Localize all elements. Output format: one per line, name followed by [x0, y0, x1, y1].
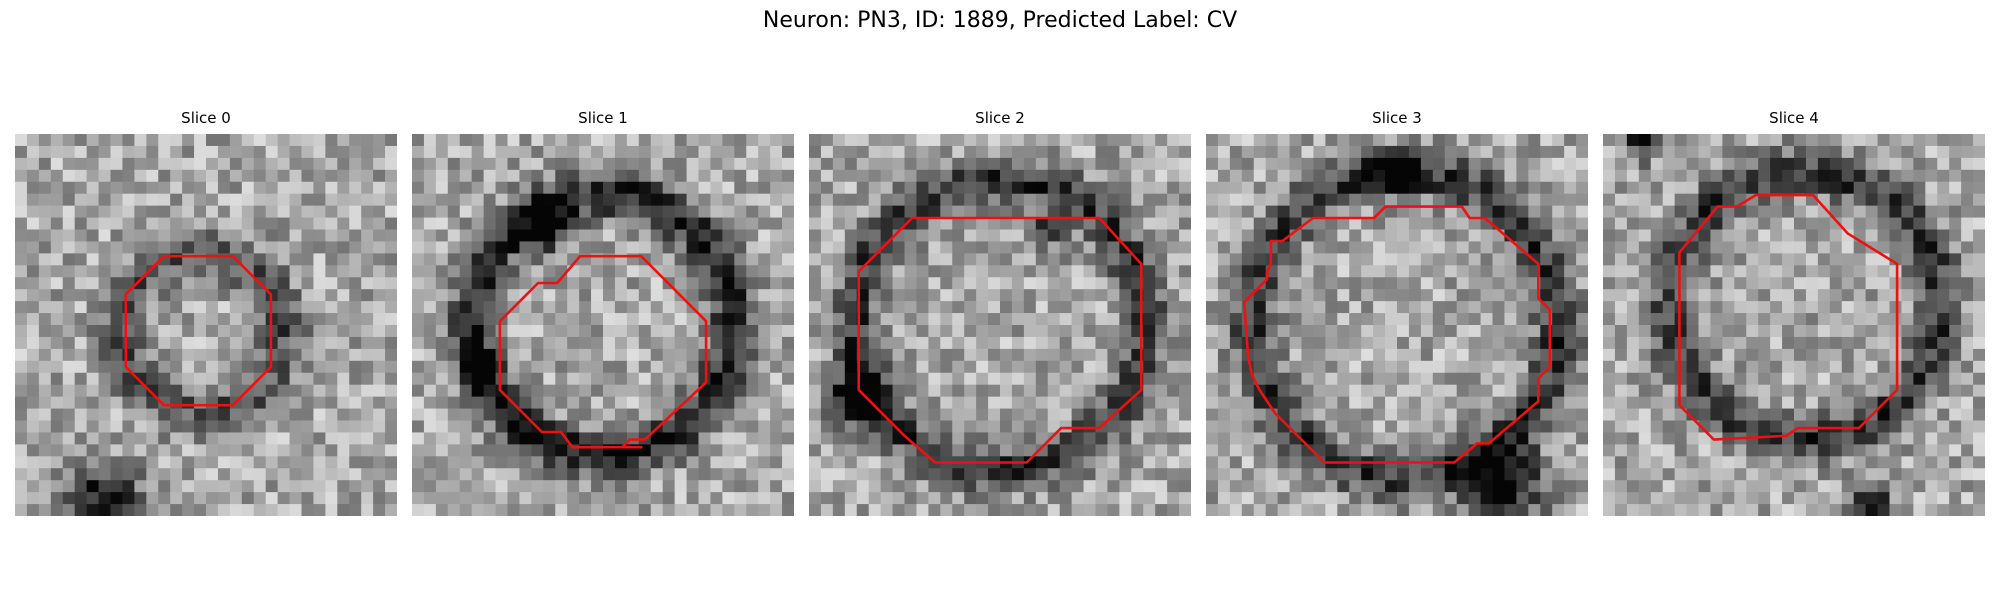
- slice-panel-2: Slice 2: [809, 108, 1191, 516]
- slice-pixels-0: [15, 134, 397, 516]
- slice-pixels-1: [412, 134, 794, 516]
- slice-title-2: Slice 2: [975, 109, 1025, 127]
- slice-pixels-3: [1206, 134, 1588, 516]
- slice-image-1: [412, 134, 794, 516]
- roi-contour-4: [1678, 193, 1899, 441]
- roi-contour-2: [857, 216, 1143, 464]
- slice-image-3: [1206, 134, 1588, 516]
- figure-title: Neuron: PN3, ID: 1889, Predicted Label: …: [762, 8, 1238, 33]
- slice-panel-4: Slice 4: [1603, 108, 1985, 516]
- slice-pixels-2: [809, 134, 1191, 516]
- slice-title-1: Slice 1: [578, 109, 628, 127]
- slice-title-3: Slice 3: [1372, 109, 1422, 127]
- slice-title-0: Slice 0: [181, 109, 231, 127]
- roi-contour-3: [1242, 205, 1552, 464]
- slice-title-4: Slice 4: [1769, 109, 1819, 127]
- roi-contour-0: [124, 254, 273, 407]
- slice-image-0: [15, 134, 397, 516]
- slice-panel-3: Slice 3: [1206, 108, 1588, 516]
- roi-contour-1: [498, 254, 708, 449]
- slice-panel-1: Slice 1: [412, 108, 794, 516]
- slice-pixels-4: [1603, 134, 1985, 516]
- slice-image-4: [1603, 134, 1985, 516]
- slice-panel-0: Slice 0: [15, 108, 397, 516]
- slice-image-2: [809, 134, 1191, 516]
